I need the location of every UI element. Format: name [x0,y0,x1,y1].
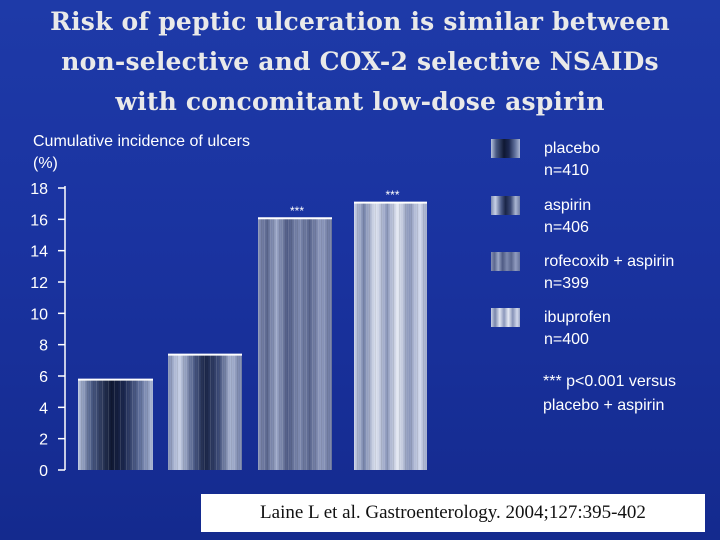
legend-sample-size: n=399 [544,275,589,292]
legend-sample-size: n=400 [544,331,589,348]
title-line: Risk of peptic ulceration is similar bet… [50,7,670,36]
bar-texture [168,354,242,470]
title-line: with concomitant low-dose aspirin [115,87,605,116]
y-tick-label: 14 [30,244,48,261]
y-tick-label: 12 [30,275,48,292]
y-tick-label: 10 [30,306,48,323]
footnote-line: *** p<0.001 versus [543,373,676,390]
y-tick-label: 16 [30,212,48,229]
legend-sample-size: n=410 [544,162,589,179]
y-axis-label: (%) [33,155,58,172]
legend-swatch [491,196,520,215]
legend-label: aspirin [544,197,591,214]
significance-annotation: *** [385,188,399,202]
citation: Laine L et al. Gastroenterology. 2004;12… [201,494,705,532]
y-tick-label: 6 [39,369,48,386]
y-axis-label: Cumulative incidence of ulcers [33,133,250,150]
slide-title: Risk of peptic ulceration is similar bet… [10,2,710,122]
legend-swatch [491,139,520,158]
y-tick-label: 4 [39,400,48,417]
legend-swatch [491,252,520,271]
bars [78,201,427,470]
footnote-line: placebo + aspirin [543,397,664,414]
y-tick-label: 0 [39,463,48,480]
significance-annotation: *** [290,204,304,218]
bar-texture [78,379,153,470]
legend-swatch [491,308,520,327]
title-line: non-selective and COX-2 selective NSAIDs [61,47,659,76]
legend-label: placebo [544,140,600,157]
bar-texture [354,202,427,470]
legend-label: rofecoxib + aspirin [544,253,674,270]
y-tick-label: 18 [30,181,48,198]
legend-label: ibuprofen [544,309,611,326]
y-ticks: 0 2 4 6 8 10 12 14 16 18 [30,181,65,480]
annotations: *** *** [290,188,400,218]
legend-sample-size: n=406 [544,219,589,236]
y-tick-label: 8 [39,338,48,355]
y-tick-label: 2 [39,432,48,449]
bar-texture [258,217,332,470]
legend: placebo n=410 aspirin n=406 rofecoxib + aspi… [491,139,674,348]
